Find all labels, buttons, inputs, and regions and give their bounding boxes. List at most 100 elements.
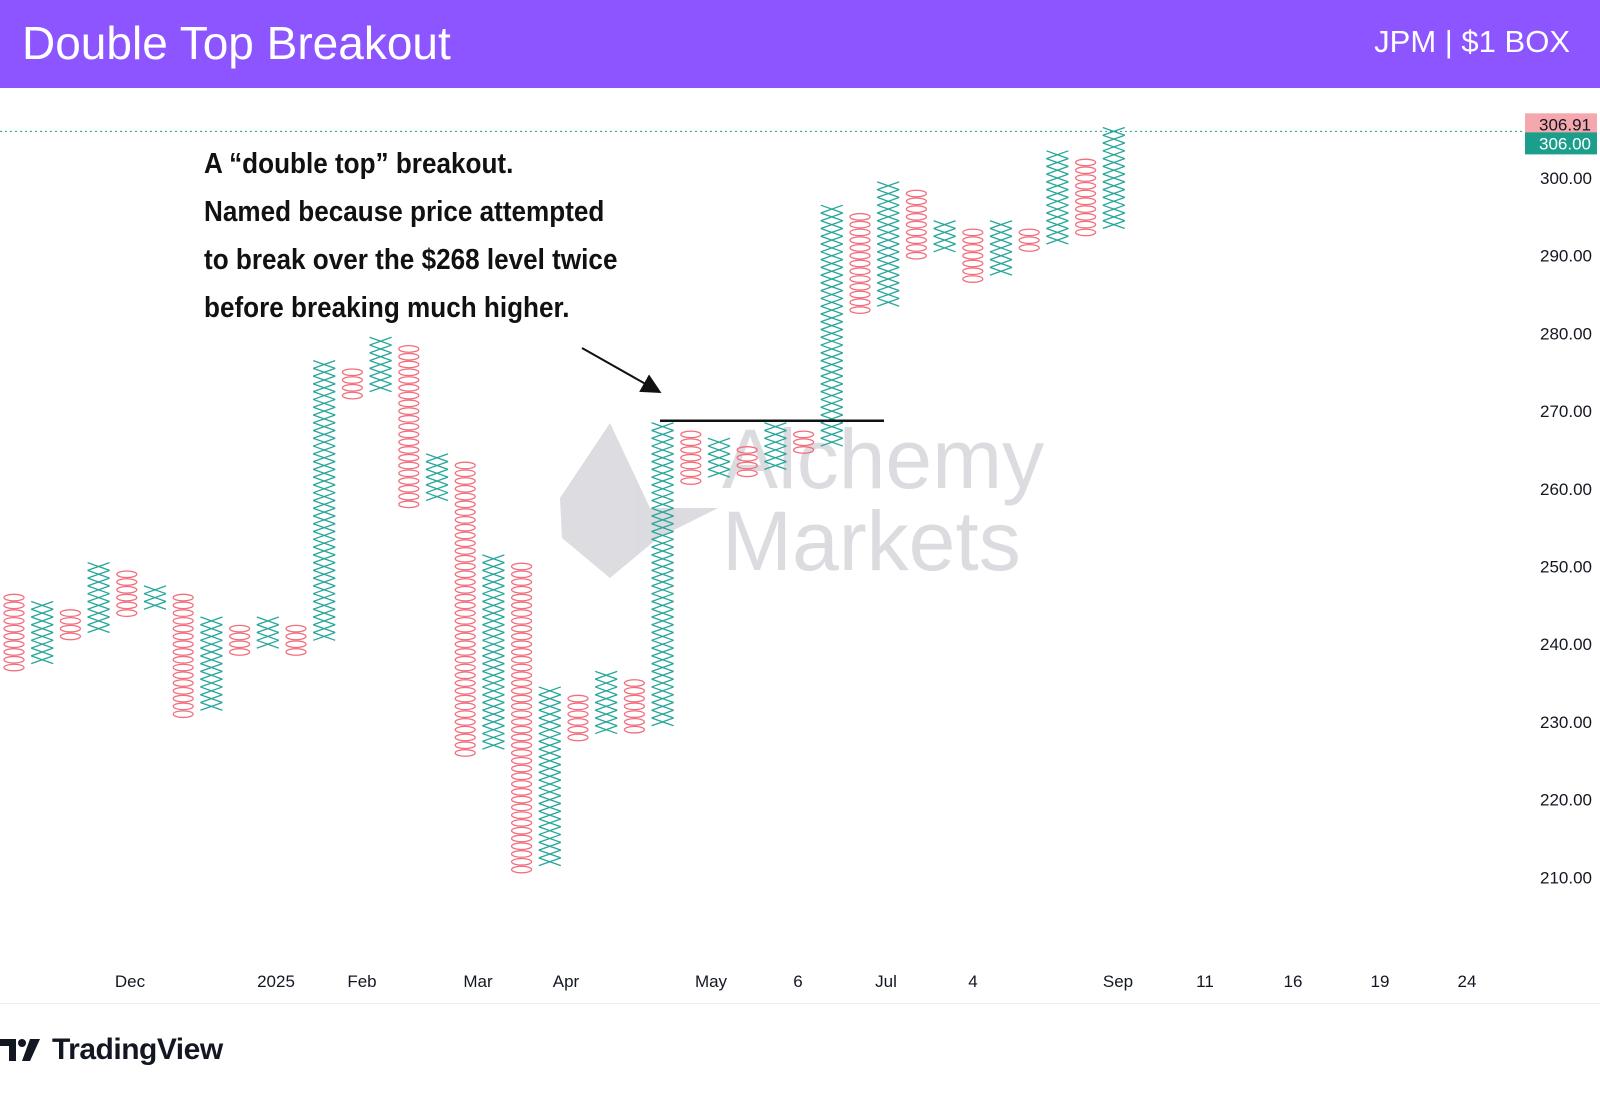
x-mark [876,251,900,261]
x-tick-label: 2025 [257,972,295,991]
o-mark [510,717,533,726]
x-mark [1046,235,1069,245]
x-mark [764,460,787,470]
x-mark [200,686,223,696]
x-column [1102,126,1126,230]
x-mark [989,251,1013,261]
o-mark [172,616,194,625]
o-mark [849,259,871,268]
x-mark [1102,134,1126,144]
o-mark [398,461,420,470]
o-mark [341,383,364,392]
x-mark [87,562,110,571]
o-column [905,189,928,260]
x-mark [707,460,731,470]
x-mark [200,639,223,649]
x-mark [482,717,505,727]
x-mark [651,585,674,595]
last-price-label: 306.00 [1539,134,1591,153]
o-column [510,562,533,874]
o-mark [454,749,476,757]
o-mark [680,477,702,485]
x-mark [933,235,956,245]
x-mark [200,631,223,641]
x-mark [482,740,505,750]
o-mark [510,648,533,656]
x-mark [764,437,787,447]
x-mark [876,258,900,268]
x-mark [538,841,562,851]
o-mark [849,275,871,283]
x-mark [1046,150,1069,160]
x-mark [200,624,223,634]
o-mark [454,640,476,649]
o-mark [454,578,476,586]
annotation-line: to break over the $268 level twice [204,244,618,276]
x-mark [1102,189,1126,199]
o-mark [172,624,194,633]
x-mark [1046,181,1069,191]
x-mark [30,616,54,626]
o-mark [510,865,533,874]
o-mark [341,391,364,400]
o-mark [680,469,702,478]
o-column [3,593,25,672]
o-mark [454,515,476,524]
x-mark [651,647,674,657]
o-mark [116,578,138,586]
o-mark [172,679,194,687]
o-mark [341,368,364,377]
o-mark [510,826,533,835]
o-mark [510,749,533,757]
x-mark [312,600,336,610]
x-mark [312,468,336,478]
o-mark [285,640,307,649]
x-mark [538,802,562,812]
x-mark [30,600,54,610]
o-mark [454,484,476,493]
x-mark [538,833,562,843]
o-column [228,624,251,656]
o-mark [398,360,420,369]
x-mark [312,569,336,579]
x-column [594,670,618,735]
x-mark [651,663,674,673]
x-mark [1102,150,1126,160]
x-mark [651,639,674,649]
x-mark [425,460,449,470]
o-mark [3,632,25,641]
x-mark [651,670,674,680]
o-mark [510,710,533,719]
o-mark [962,243,984,252]
x-mark [820,383,844,393]
o-mark [172,686,194,695]
watermark-icon [560,423,718,578]
x-mark [594,678,618,688]
o-mark [792,446,815,454]
o-mark [398,376,420,384]
o-mark [398,446,420,454]
x-column [933,220,956,253]
annotation-line: A “double top” breakout. [204,148,514,180]
x-mark [312,359,336,369]
o-column [849,212,871,315]
x-mark [651,562,674,571]
o-mark [623,679,646,687]
x-mark [820,352,844,362]
o-column [285,624,307,656]
x-mark [1046,157,1069,167]
x-mark [482,678,505,688]
x-mark [143,585,167,595]
x-column [200,616,223,711]
x-mark [820,212,844,222]
o-mark [849,220,871,229]
o-mark [792,430,815,439]
o-mark [567,725,589,734]
x-mark [87,624,110,634]
x-mark [1046,212,1069,222]
x-mark [312,437,336,447]
x-mark [820,297,844,307]
o-mark [172,648,194,656]
y-tick-label: 270.00 [1540,402,1592,421]
x-mark [482,577,505,587]
